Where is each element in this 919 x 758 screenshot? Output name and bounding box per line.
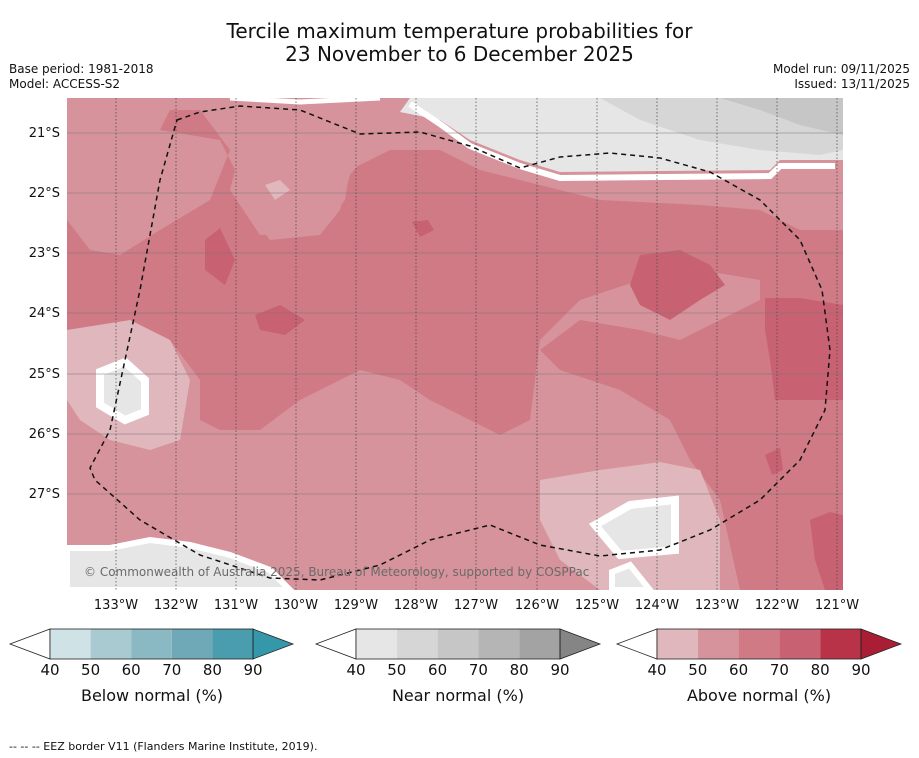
- colorbar-below: [8, 628, 295, 660]
- title-line-2: 23 November to 6 December 2025: [285, 42, 634, 66]
- eez-footnote: -- -- -- EEZ border V11 (Flanders Marine…: [9, 740, 318, 753]
- colorbar-near-segment: [519, 629, 560, 659]
- colorbar-below-segment: [212, 629, 253, 659]
- colorbar-above: [615, 628, 903, 660]
- shade-above-50-north: [235, 120, 370, 240]
- shade-above-70-far-east: [765, 298, 843, 400]
- colorbar-near: [314, 628, 602, 660]
- shade-near-60-north: [720, 98, 843, 135]
- lon-label: 126°W: [514, 598, 560, 613]
- shade-above-70-west: [205, 228, 235, 285]
- lat-label: 21°S: [28, 126, 60, 141]
- lat-label: 25°S: [28, 367, 60, 382]
- shade-above-60: [67, 110, 843, 590]
- shade-above-70-south-east: [810, 512, 843, 590]
- cb-below-tick: 60: [121, 661, 141, 679]
- colorbar-near-label: Near normal (%): [391, 686, 525, 705]
- colorbar-below-segment: [90, 629, 132, 659]
- shade-above-70-centre: [255, 305, 305, 335]
- shade-near-south-2: [609, 561, 654, 590]
- lon-label: 121°W: [814, 598, 860, 613]
- colorbar-near-segment: [356, 629, 397, 659]
- lon-label: 130°W: [273, 598, 319, 613]
- lat-label: 26°S: [28, 427, 60, 442]
- colorbar-near-extend: [559, 628, 602, 660]
- cb-near-tick: 50: [387, 661, 407, 679]
- lon-label: 131°W: [213, 598, 259, 613]
- shade-above-70-spot-east: [765, 448, 783, 475]
- lon-label: 123°W: [694, 598, 740, 613]
- lat-label: 27°S: [28, 487, 60, 502]
- shade-above-70-spot: [412, 220, 434, 237]
- colorbar-above-segment: [779, 629, 821, 659]
- model-run: Model run: 09/11/2025: [772, 62, 910, 76]
- shade-near-south-west: [67, 536, 295, 590]
- model-name: Model: ACCESS-S2: [9, 77, 121, 91]
- colorbar-above-segment: [738, 629, 780, 659]
- probability-shading: [67, 98, 843, 590]
- map-title: Tercile maximum temperature probabilitie…: [0, 20, 919, 66]
- cb-above-tick: 90: [851, 661, 871, 679]
- shade-near-west: [96, 357, 149, 425]
- lon-label: 124°W: [634, 598, 680, 613]
- colorbar-above-extend: [860, 628, 903, 660]
- colorbar-near-segment: [478, 629, 520, 659]
- lon-label: 125°W: [574, 598, 620, 613]
- lat-gridlines: [67, 132, 843, 495]
- base-period: Base period: 1981-2018: [9, 62, 154, 76]
- colorbars: [8, 628, 903, 660]
- colorbar-below-label: Below normal (%): [80, 686, 224, 705]
- lon-label: 133°W: [93, 598, 139, 613]
- lon-gridlines: [115, 98, 838, 590]
- cb-near-tick: 70: [468, 661, 488, 679]
- lon-label: 132°W: [153, 598, 199, 613]
- cb-below-tick: 40: [40, 661, 60, 679]
- cb-near-tick: 40: [346, 661, 366, 679]
- colorbar-below-segment: [131, 629, 172, 659]
- cb-above-tick: 40: [647, 661, 667, 679]
- cb-below-tick: 80: [202, 661, 222, 679]
- contour-line-north: [408, 101, 835, 182]
- copyright-notice: © Commonwealth of Australia 2025, Bureau…: [84, 565, 590, 579]
- colorbar-near-segment: [396, 629, 438, 659]
- shade-near-south: [588, 495, 679, 560]
- shade-above-40-spot: [265, 180, 290, 200]
- colorbar-below-segment: [171, 629, 213, 659]
- cb-above-tick: 60: [729, 661, 749, 679]
- lon-label: 129°W: [333, 598, 379, 613]
- lat-label: 23°S: [28, 246, 60, 261]
- cb-above-tick: 70: [769, 661, 789, 679]
- lat-label: 24°S: [28, 306, 60, 321]
- colorbar-above-segment: [697, 629, 739, 659]
- colorbar-above-label: Above normal (%): [686, 686, 832, 705]
- cb-near-tick: 80: [509, 661, 529, 679]
- colorbar-above-segment: [820, 629, 861, 659]
- lat-label: 22°S: [28, 186, 60, 201]
- colorbar-near-segment: [437, 629, 479, 659]
- title-line-1: Tercile maximum temperature probabilitie…: [226, 19, 693, 43]
- cb-above-tick: 80: [810, 661, 830, 679]
- cb-below-tick: 50: [81, 661, 101, 679]
- cb-near-tick: 90: [550, 661, 570, 679]
- meta-left: Base period: 1981-2018 Model: ACCESS-S2: [9, 62, 154, 92]
- cb-near-tick: 60: [428, 661, 448, 679]
- shade-above-70-east: [630, 250, 725, 320]
- meta-right: Model run: 09/11/2025 Issued: 13/11/2025: [773, 62, 910, 92]
- colorbar-above-segment: [657, 629, 698, 659]
- cb-below-tick: 90: [243, 661, 263, 679]
- cb-below-tick: 70: [162, 661, 182, 679]
- colorbar-below-extend: [252, 628, 295, 660]
- colorbar-below-segment: [50, 629, 91, 659]
- issued-date: Issued: 13/11/2025: [794, 77, 910, 91]
- lon-label: 127°W: [453, 598, 499, 613]
- contour-line-top: [229, 98, 381, 105]
- eez-border: [89, 105, 831, 581]
- lon-label: 128°W: [393, 598, 439, 613]
- lon-label: 122°W: [754, 598, 800, 613]
- cb-above-tick: 50: [688, 661, 708, 679]
